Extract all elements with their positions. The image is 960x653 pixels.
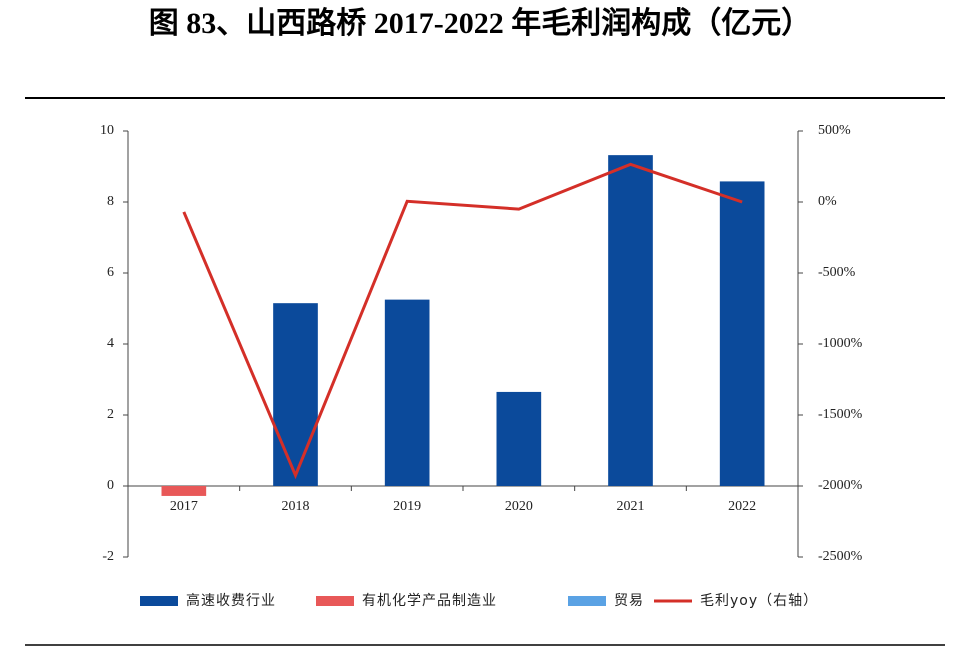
x-tick-label: 2019: [393, 499, 421, 514]
legend-label: 毛利yoy（右轴）: [700, 593, 818, 609]
y-tick-label: 10: [100, 123, 114, 138]
y2-tick-label: -2500%: [818, 549, 863, 564]
legend-label: 有机化学产品制造业: [362, 593, 497, 609]
bar: [273, 303, 318, 486]
y-tick-label: 0: [107, 478, 114, 493]
y-tick-label: 8: [107, 194, 114, 209]
y-tick-label: -2: [102, 549, 114, 564]
y-tick-label: 6: [107, 265, 114, 280]
y2-tick-label: 500%: [818, 123, 851, 138]
bar: [384, 299, 430, 486]
bar: [161, 486, 207, 496]
legend-swatch: [316, 596, 354, 606]
bar: [719, 181, 765, 486]
line: [182, 162, 743, 480]
x-tick-label: 2017: [170, 499, 198, 514]
y-tick-label: 4: [107, 336, 114, 351]
legend-label: 高速收费行业: [186, 592, 276, 609]
x-tick-label: 2018: [282, 499, 310, 514]
y2-tick-label: -2000%: [818, 478, 863, 493]
x-tick-label: 2020: [505, 499, 533, 514]
y2-tick-label: -500%: [818, 265, 856, 280]
y2-tick-label: -1000%: [818, 336, 863, 351]
bar: [608, 155, 653, 486]
legend-swatch: [568, 596, 606, 606]
legend-swatch: [140, 596, 178, 606]
y2-tick-label: 0%: [818, 194, 837, 209]
y2-tick-label: -1500%: [818, 407, 863, 422]
legend-label: 贸易: [614, 593, 644, 609]
x-tick-label: 2022: [728, 499, 756, 514]
x-tick-label: 2021: [617, 499, 645, 514]
bar: [496, 391, 542, 486]
y-tick-label: 2: [107, 407, 114, 422]
chart-title: 图 83、山西路桥 2017-2022 年毛利润构成（亿元）: [149, 6, 812, 40]
